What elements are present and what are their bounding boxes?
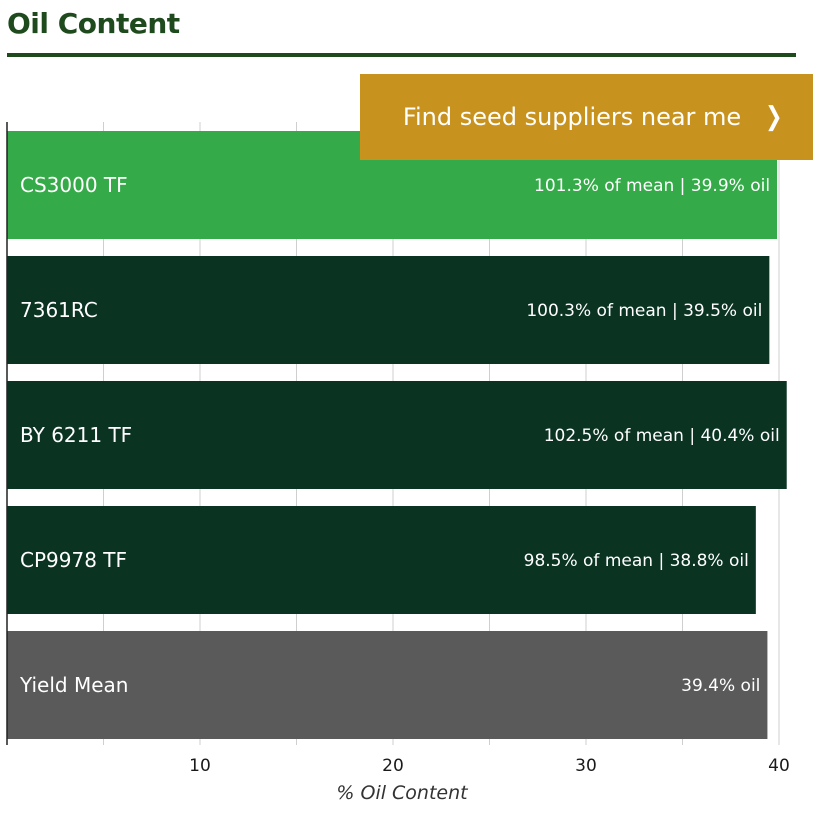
find-suppliers-button[interactable]: Find seed suppliers near me ❯ (360, 74, 813, 160)
x-tick-label: 20 (382, 756, 404, 776)
chevron-right-icon: ❯ (765, 102, 783, 132)
bar (7, 506, 756, 614)
chart-title: Oil Content (7, 7, 180, 40)
bar-value-label: 101.3% of mean | 39.9% oil (534, 176, 770, 196)
bar (7, 631, 768, 739)
x-axis-title: % Oil Content (336, 782, 469, 804)
bar (7, 381, 787, 489)
bar-value-label: 39.4% oil (681, 676, 760, 696)
bar-category-label: CP9978 TF (20, 548, 127, 572)
find-suppliers-label: Find seed suppliers near me (402, 103, 742, 131)
bar-category-label: CS3000 TF (20, 173, 128, 197)
bar (7, 256, 770, 364)
bar-value-label: 100.3% of mean | 39.5% oil (526, 301, 762, 321)
title-divider (7, 53, 796, 57)
bar-value-label: 102.5% of mean | 40.4% oil (544, 426, 780, 446)
bar-value-label: 98.5% of mean | 38.8% oil (524, 551, 749, 571)
bar-category-label: Yield Mean (19, 673, 128, 697)
x-tick-label: 40 (768, 756, 790, 776)
x-tick-label: 10 (189, 756, 211, 776)
bar-category-label: 7361RC (20, 298, 98, 322)
bar-category-label: BY 6211 TF (20, 423, 132, 447)
x-tick-label: 30 (575, 756, 597, 776)
